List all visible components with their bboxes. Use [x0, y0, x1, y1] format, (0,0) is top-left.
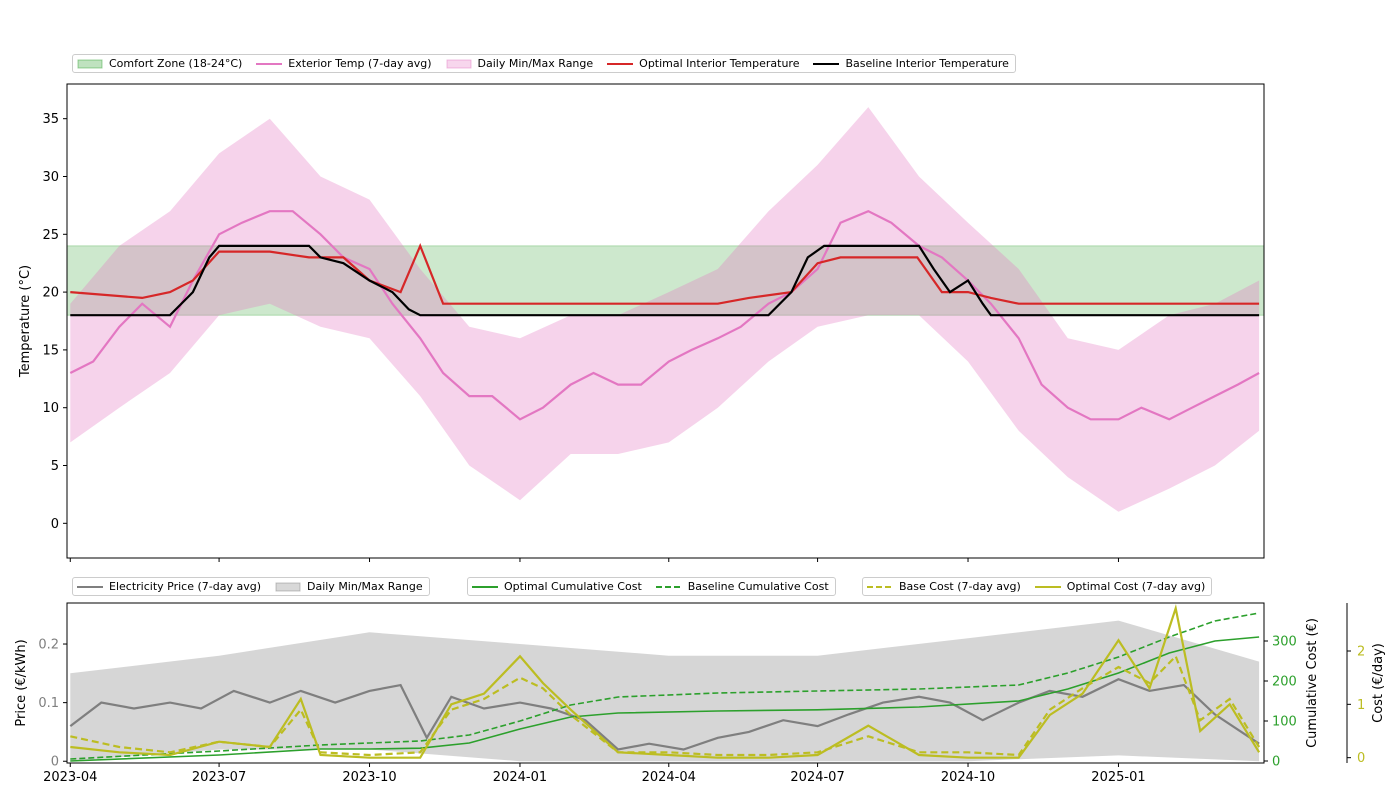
temperature-y-tick-label: 0 [51, 517, 59, 532]
legend-label: Exterior Temp (7-day avg) [288, 57, 432, 70]
cumulative-y-tick-label: 300 [1272, 635, 1297, 650]
x-tick-label: 2025-01 [1091, 770, 1145, 785]
price-cost-plot-frame [66, 602, 1265, 764]
price-cost-panel: 0 0.1 0.2 Price (€/kWh) 0 100 200 300 Cumulative… [14, 602, 1386, 785]
temperature-y-axis-label: Temperature (°C) [18, 265, 33, 378]
price-range-band [70, 620, 1260, 762]
legend-label: Electricity Price (7-day avg) [109, 580, 261, 593]
legend-entry: Baseline Interior Temperature [813, 57, 1009, 70]
legend-swatch [655, 582, 682, 592]
legend-label: Comfort Zone (18-24°C) [109, 57, 243, 70]
legend-entry: Optimal Cumulative Cost [472, 580, 642, 593]
legend-swatch [77, 59, 103, 69]
daily-cost-y-tick-label: 2 [1357, 645, 1365, 660]
legend-swatch [1034, 582, 1061, 592]
legend-entry: Daily Min/Max Range [446, 57, 594, 70]
legend-label: Baseline Cumulative Cost [687, 580, 829, 593]
legend-label: Base Cost (7-day avg) [899, 580, 1021, 593]
price-legend: Electricity Price (7-day avg) Daily Min/M… [72, 577, 430, 596]
x-tick-label: 2023-10 [342, 770, 396, 785]
temperature-panel: 0 5 10 15 20 25 30 35 Temperature (°C) [18, 83, 1265, 562]
legend-swatch [607, 59, 634, 69]
legend-label: Optimal Cumulative Cost [504, 580, 642, 593]
legend-entry: Comfort Zone (18-24°C) [77, 57, 242, 70]
legend-entry: Exterior Temp (7-day avg) [256, 57, 432, 70]
electricity-price-line [69, 678, 1260, 751]
legend-swatch [867, 582, 893, 592]
legend-entry: Optimal Interior Temperature [607, 57, 799, 70]
cumulative-y-axis-label: Cumulative Cost (€) [1305, 618, 1320, 748]
legend-entry: Electricity Price (7-day avg) [77, 580, 261, 593]
temperature-y-tick-label: 10 [42, 401, 59, 416]
price-y-axis-label: Price (€/kWh) [14, 639, 29, 726]
legend-label: Optimal Cost (7-day avg) [1066, 580, 1206, 593]
optimal-interior-temp-line [70, 243, 1260, 305]
exterior-temp-range-band [70, 107, 1260, 512]
legend-label: Daily Min/Max Range [477, 57, 594, 70]
legend-label: Baseline Interior Temperature [845, 57, 1009, 70]
legend-swatch [446, 59, 472, 69]
legend-swatch [256, 59, 283, 69]
exterior-temp-line [69, 209, 1260, 421]
temperature-plot-frame [66, 83, 1265, 559]
legend-swatch [275, 582, 301, 592]
cumulative-y-tick-label: 200 [1272, 675, 1297, 690]
cumulative-cost-legend: Optimal Cumulative Cost Baseline Cumulati… [467, 577, 836, 596]
legend-swatch [813, 59, 840, 69]
price-y-tick-label: 0 [51, 755, 59, 770]
optimal-daily-cost-line [70, 603, 1261, 759]
legend-swatch [472, 582, 498, 592]
legend-entry: Daily Min/Max Range [275, 580, 423, 593]
temperature-legend: Comfort Zone (18-24°C) Exterior Temp (7-d… [72, 54, 1016, 73]
x-tick-label: 2024-07 [790, 770, 844, 785]
daily-cost-legend: Base Cost (7-day avg) Optimal Cost (7-day… [862, 577, 1213, 596]
base-daily-cost-line [70, 654, 1261, 757]
cumulative-y-tick-label: 0 [1272, 755, 1280, 770]
legend-swatch [77, 582, 103, 592]
temperature-y-tick-label: 20 [42, 286, 59, 301]
legend-entry: Baseline Cumulative Cost [655, 580, 829, 593]
daily-cost-y-tick-label: 0 [1357, 751, 1365, 766]
daily-cost-y-tick-label: 1 [1357, 698, 1365, 713]
price-y-tick-label: 0.2 [38, 638, 59, 653]
x-tick-label: 2024-04 [642, 770, 696, 785]
temperature-y-tick-label: 35 [42, 112, 59, 127]
legend-label: Daily Min/Max Range [306, 580, 423, 593]
legend-entry: Base Cost (7-day avg) [867, 580, 1021, 593]
temperature-y-tick-label: 5 [51, 459, 59, 474]
x-tick-label: 2023-07 [192, 770, 246, 785]
price-y-tick-label: 0.1 [38, 696, 59, 711]
legend-label: Optimal Interior Temperature [639, 57, 800, 70]
baseline-interior-temp-line [70, 244, 1260, 317]
x-tick-label: 2024-01 [493, 770, 547, 785]
x-tick-label: 2023-04 [43, 770, 97, 785]
temperature-y-tick-label: 30 [42, 170, 59, 185]
daily-cost-y-axis-label: Cost (€/day) [1371, 643, 1386, 723]
cumulative-y-tick-label: 100 [1272, 715, 1297, 730]
temperature-y-tick-label: 25 [42, 228, 59, 243]
legend-entry: Optimal Cost (7-day avg) [1034, 580, 1206, 593]
optimal-cumulative-cost-line [70, 636, 1260, 762]
temperature-y-tick-label: 15 [42, 343, 59, 358]
x-tick-label: 2024-10 [941, 770, 995, 785]
